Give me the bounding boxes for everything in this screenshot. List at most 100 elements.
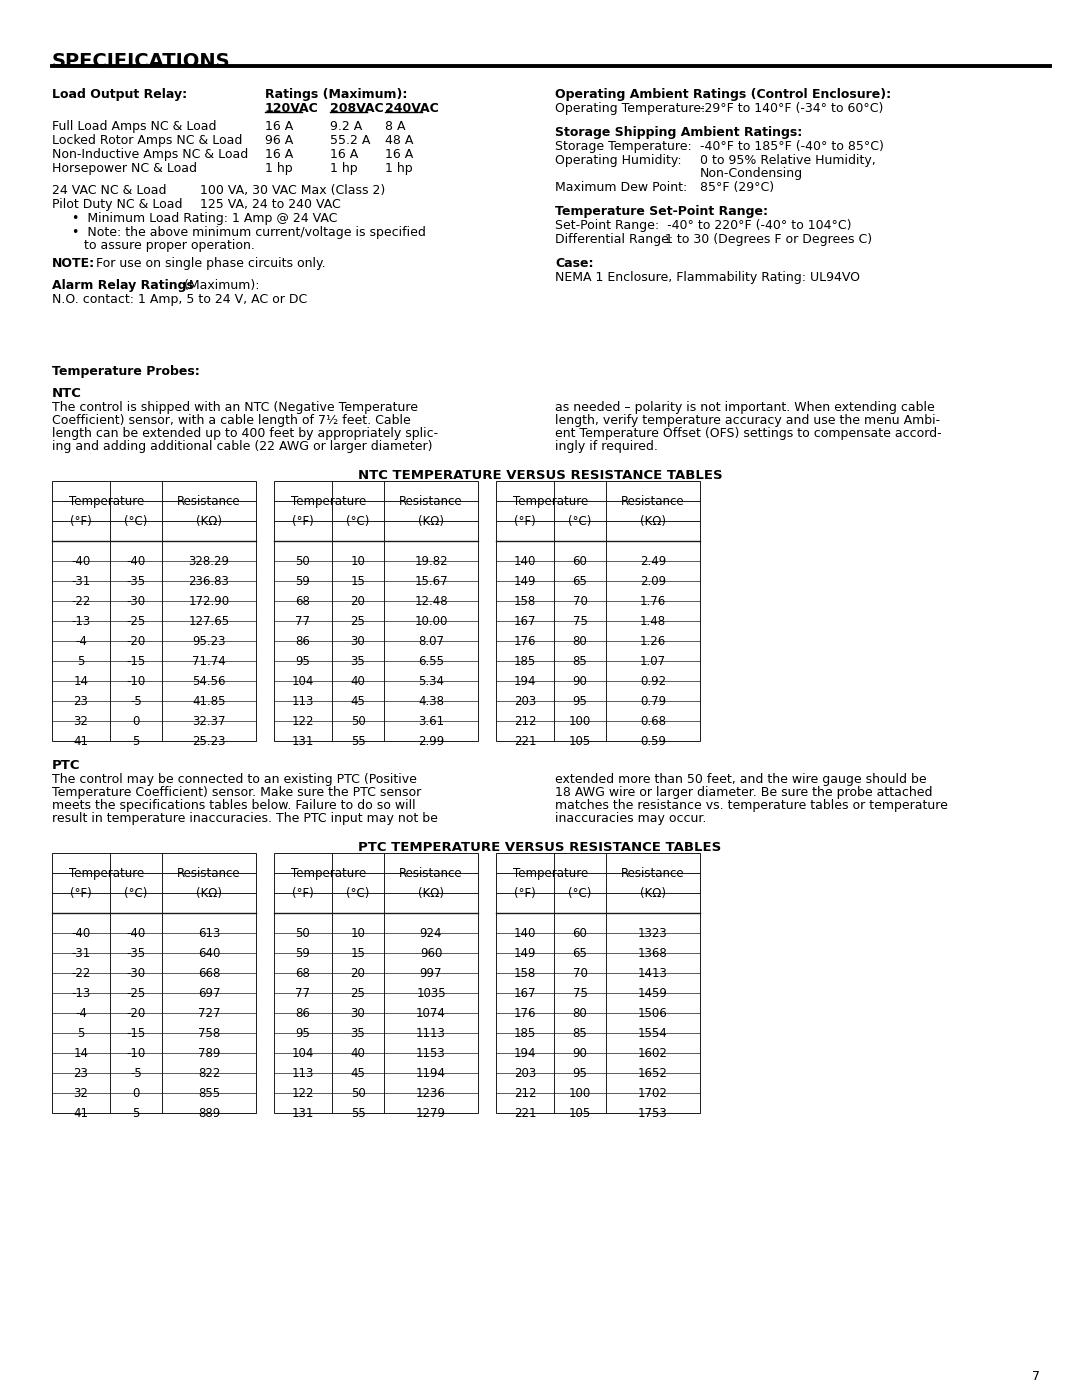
- Text: 25: 25: [351, 615, 365, 627]
- Text: 77: 77: [296, 986, 311, 1000]
- Text: 24 VAC NC & Load: 24 VAC NC & Load: [52, 184, 166, 197]
- Text: 60: 60: [572, 555, 588, 567]
- Text: -30: -30: [126, 967, 146, 979]
- Text: 668: 668: [198, 967, 220, 979]
- Text: 1753: 1753: [638, 1106, 667, 1119]
- Text: 45: 45: [351, 1066, 365, 1080]
- Text: extended more than 50 feet, and the wire gauge should be: extended more than 50 feet, and the wire…: [555, 773, 927, 787]
- Text: 1459: 1459: [638, 986, 667, 1000]
- Text: 71.74: 71.74: [192, 655, 226, 668]
- Text: 122: 122: [292, 715, 314, 728]
- Text: 48 A: 48 A: [384, 134, 414, 147]
- Text: 0 to 95% Relative Humidity,: 0 to 95% Relative Humidity,: [700, 154, 876, 168]
- Text: (°C): (°C): [347, 887, 369, 900]
- Text: 10: 10: [351, 926, 365, 940]
- Text: 167: 167: [514, 615, 537, 627]
- Text: 5.34: 5.34: [418, 675, 444, 687]
- Text: Resistance: Resistance: [177, 866, 241, 880]
- Text: 8.07: 8.07: [418, 634, 444, 648]
- Text: 185: 185: [514, 655, 536, 668]
- Text: Storage Shipping Ambient Ratings:: Storage Shipping Ambient Ratings:: [555, 126, 802, 138]
- Text: 80: 80: [572, 634, 588, 648]
- Text: Temperature Set-Point Range:: Temperature Set-Point Range:: [555, 205, 768, 218]
- Text: 30: 30: [351, 1007, 365, 1020]
- Text: 16 A: 16 A: [384, 148, 414, 161]
- Text: 1 hp: 1 hp: [265, 162, 293, 175]
- Text: (°F): (°F): [292, 514, 314, 528]
- Text: 758: 758: [198, 1027, 220, 1039]
- Text: 75: 75: [572, 615, 588, 627]
- Text: 32: 32: [73, 715, 89, 728]
- Text: (°C): (°C): [124, 887, 148, 900]
- Text: length can be extended up to 400 feet by appropriately splic-: length can be extended up to 400 feet by…: [52, 427, 438, 440]
- Text: 789: 789: [198, 1046, 220, 1059]
- Text: (°F): (°F): [514, 514, 536, 528]
- Text: Resistance: Resistance: [400, 866, 463, 880]
- Text: 95: 95: [296, 1027, 310, 1039]
- Text: Temperature: Temperature: [69, 866, 145, 880]
- Text: 127.65: 127.65: [188, 615, 230, 627]
- Text: 41: 41: [73, 1106, 89, 1119]
- Text: NOTE:: NOTE:: [52, 257, 95, 270]
- Text: Alarm Relay Ratings: Alarm Relay Ratings: [52, 279, 194, 292]
- Text: -13: -13: [71, 615, 91, 627]
- Text: 113: 113: [292, 694, 314, 708]
- Text: 19.82: 19.82: [415, 555, 448, 567]
- Text: 5: 5: [78, 1027, 84, 1039]
- Text: 75: 75: [572, 986, 588, 1000]
- Text: 212: 212: [514, 1087, 537, 1099]
- Text: 158: 158: [514, 595, 536, 608]
- Text: Locked Rotor Amps NC & Load: Locked Rotor Amps NC & Load: [52, 134, 242, 147]
- Text: 70: 70: [572, 595, 588, 608]
- Text: (°F): (°F): [514, 887, 536, 900]
- Text: 35: 35: [351, 655, 365, 668]
- Text: -20: -20: [126, 634, 146, 648]
- Text: 208VAC: 208VAC: [330, 102, 383, 115]
- Text: meets the specifications tables below. Failure to do so will: meets the specifications tables below. F…: [52, 799, 416, 812]
- Text: -10: -10: [126, 1046, 146, 1059]
- Text: 54.56: 54.56: [192, 675, 226, 687]
- Text: NTC TEMPERATURE VERSUS RESISTANCE TABLES: NTC TEMPERATURE VERSUS RESISTANCE TABLES: [357, 469, 723, 482]
- Text: -29°F to 140°F (-34° to 60°C): -29°F to 140°F (-34° to 60°C): [700, 102, 883, 115]
- Text: 203: 203: [514, 1066, 536, 1080]
- Text: PTC: PTC: [52, 759, 81, 773]
- Text: 50: 50: [296, 555, 310, 567]
- Text: 1074: 1074: [416, 1007, 446, 1020]
- Text: -31: -31: [71, 574, 91, 588]
- Text: 90: 90: [572, 675, 588, 687]
- Text: ing and adding additional cable (22 AWG or larger diameter): ing and adding additional cable (22 AWG …: [52, 440, 432, 453]
- Text: 0: 0: [133, 1087, 139, 1099]
- Text: (°F): (°F): [70, 887, 92, 900]
- Text: -5: -5: [130, 1066, 141, 1080]
- Text: 50: 50: [296, 926, 310, 940]
- Text: 0: 0: [133, 715, 139, 728]
- Text: 221: 221: [514, 1106, 537, 1119]
- Text: 15.67: 15.67: [415, 574, 448, 588]
- Text: 6.55: 6.55: [418, 655, 444, 668]
- Text: 1506: 1506: [638, 1007, 667, 1020]
- Text: Resistance: Resistance: [621, 495, 685, 507]
- Text: 12.48: 12.48: [415, 595, 448, 608]
- Text: as needed – polarity is not important. When extending cable: as needed – polarity is not important. W…: [555, 401, 935, 414]
- Text: Load Output Relay:: Load Output Relay:: [52, 88, 187, 101]
- Text: Operating Ambient Ratings (Control Enclosure):: Operating Ambient Ratings (Control Enclo…: [555, 88, 891, 101]
- Text: SPECIFICATIONS: SPECIFICATIONS: [52, 52, 231, 71]
- Text: NTC: NTC: [52, 387, 82, 400]
- Text: 59: 59: [296, 947, 310, 960]
- Text: 122: 122: [292, 1087, 314, 1099]
- Text: 50: 50: [351, 1087, 365, 1099]
- Text: 822: 822: [198, 1066, 220, 1080]
- Text: 0.79: 0.79: [640, 694, 666, 708]
- Text: (°F): (°F): [70, 514, 92, 528]
- Text: 1035: 1035: [416, 986, 446, 1000]
- Text: 1554: 1554: [638, 1027, 667, 1039]
- Text: NEMA 1 Enclosure, Flammability Rating: UL94VO: NEMA 1 Enclosure, Flammability Rating: U…: [555, 271, 860, 284]
- Text: -40: -40: [126, 926, 146, 940]
- Text: 240VAC: 240VAC: [384, 102, 438, 115]
- Text: 85: 85: [572, 655, 588, 668]
- Text: -31: -31: [71, 947, 91, 960]
- Text: 185: 185: [514, 1027, 536, 1039]
- Text: Operating Humidity:: Operating Humidity:: [555, 154, 681, 168]
- Text: -15: -15: [126, 1027, 146, 1039]
- Text: 960: 960: [420, 947, 442, 960]
